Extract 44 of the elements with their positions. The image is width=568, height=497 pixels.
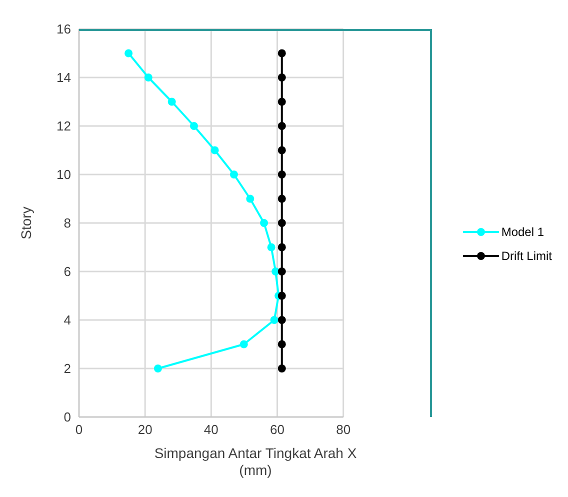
point (154, 364, 162, 372)
point (240, 340, 248, 348)
point (278, 146, 286, 154)
y-tick-label: 2 (64, 361, 71, 376)
x-tick-label: 40 (204, 422, 218, 438)
point (278, 268, 286, 276)
point (278, 364, 286, 372)
x-tick-label: 20 (138, 422, 152, 438)
x-axis-title: Simpangan Antar Tingkat Arah X (mm) (153, 445, 358, 479)
point (270, 316, 278, 324)
y-tick-label: 14 (56, 70, 71, 86)
point (168, 98, 176, 106)
point (278, 243, 286, 252)
y-tick-label: 8 (64, 216, 71, 231)
y-axis-title: Story (18, 206, 34, 240)
point (278, 194, 286, 203)
point (278, 292, 286, 300)
point (210, 146, 219, 154)
point (278, 49, 286, 58)
point (278, 170, 286, 178)
y-tick-label: 6 (64, 264, 71, 280)
point (144, 74, 152, 82)
point (278, 122, 286, 130)
point (278, 98, 286, 106)
legend-label: Drift Limit (501, 248, 552, 262)
point (230, 170, 238, 178)
x-tick-label: 80 (336, 422, 351, 438)
legend-label: Model 1 (501, 224, 544, 238)
x-tick-label: 0 (75, 422, 83, 438)
y-tick-label: 10 (56, 167, 71, 182)
y-tick-label: 12 (56, 118, 71, 134)
y-tick-label: 16 (56, 22, 71, 37)
point (190, 122, 198, 130)
point (260, 219, 268, 227)
point (278, 219, 286, 227)
point (278, 340, 286, 348)
point (278, 74, 286, 82)
y-tick-label: 4 (64, 312, 71, 328)
x-tick-label: 60 (270, 422, 284, 438)
point (267, 243, 276, 252)
point (278, 316, 286, 324)
point (124, 49, 133, 58)
point (246, 194, 254, 203)
y-tick-label: 0 (64, 410, 71, 425)
